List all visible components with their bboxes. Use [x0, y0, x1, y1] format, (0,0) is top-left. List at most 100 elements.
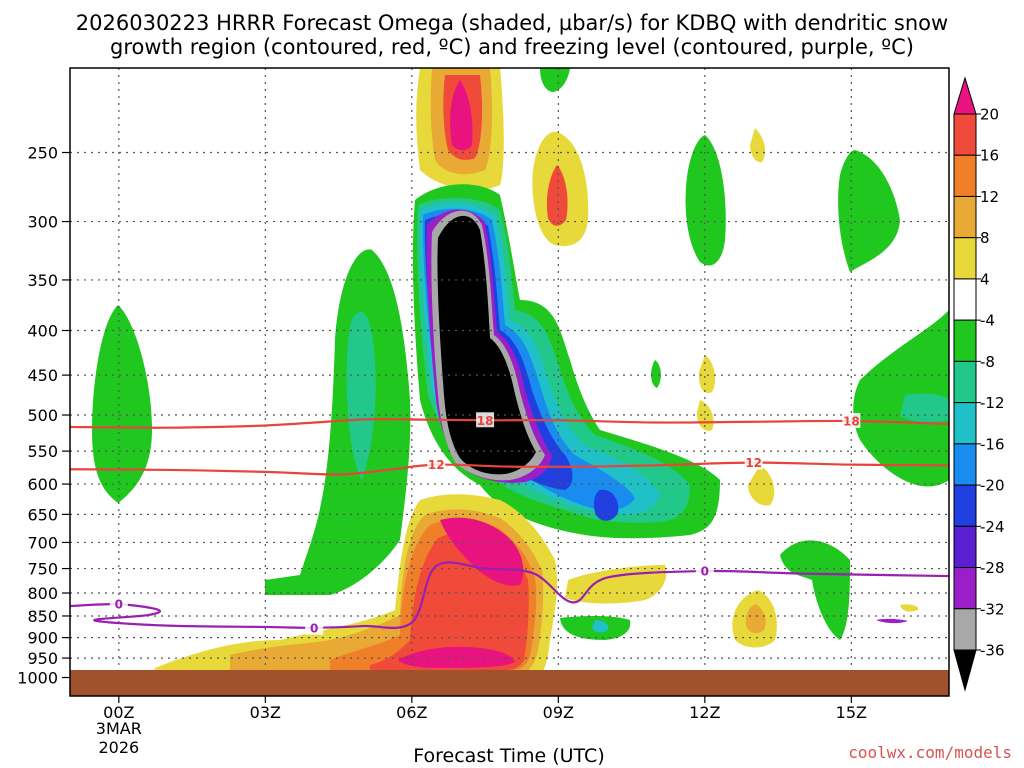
omega-region-blue-pocket	[593, 489, 619, 521]
omega-region-right-edge-green	[853, 310, 949, 487]
contour-lines: 18 18 12 12 0 0 0	[70, 412, 949, 635]
omega-region-lower-teal-1	[592, 620, 609, 633]
contour-label--12-0: 12	[428, 458, 445, 472]
colorbar-swatch-6	[953, 319, 977, 362]
colorbar-label-4: 4	[980, 270, 990, 288]
omega-region-left-green	[92, 305, 152, 503]
y-tick-label-500: 500	[27, 406, 58, 425]
colorbar-label--12: -12	[980, 394, 1005, 412]
y-tick-label-950: 950	[27, 649, 58, 668]
contour-label-bg-0-1	[305, 619, 324, 635]
x-tick-label-09Z: 09Z	[543, 703, 574, 722]
y-tick-label-700: 700	[27, 533, 58, 552]
ground-below-surface	[70, 670, 949, 696]
colorbar-label--4: -4	[980, 312, 995, 330]
contour-label-0-2: 0	[701, 565, 709, 579]
colorbar-label--20: -20	[980, 477, 1005, 495]
colorbar-swatch-12	[953, 567, 977, 610]
omega-region-mid-green	[265, 249, 411, 595]
omega-region-12z-green	[685, 135, 726, 266]
colorbar-legend: 20 16 12 8 4 -4 -8 -12 -16 -20 -24 -28 -32 -36	[953, 76, 1005, 692]
credit-text: coolwx.com/models	[848, 743, 1012, 762]
contour-label-0-1: 0	[310, 621, 318, 635]
omega-region-mid-teal	[346, 312, 376, 480]
x-tick-label-12Z: 12Z	[689, 703, 720, 722]
omega-region-upper-magenta	[450, 80, 473, 151]
y-tick-label-900: 900	[27, 629, 58, 648]
colorbar-swatch-5	[953, 278, 977, 321]
omega-region-right-edge-teal	[900, 393, 949, 423]
x-tick-label-00Z: 00Z	[103, 703, 134, 722]
chart-title-line-1: 2026030223 HRRR Forecast Omega (shaded, …	[76, 11, 948, 35]
colorbar-label--16: -16	[980, 435, 1005, 453]
y-tick-label-300: 300	[27, 213, 58, 232]
chart-title-line-2: growth region (contoured, red, ºC) and f…	[110, 35, 914, 59]
colorbar-swatch-7	[953, 360, 977, 404]
colorbar-swatch-4	[953, 237, 977, 280]
colorbar-arrow-bottom	[953, 649, 977, 692]
y-tick-label-350: 350	[27, 271, 58, 290]
contour-line-0	[70, 561, 949, 629]
y-tick-label-650: 650	[27, 505, 58, 524]
omega-region-top-green	[540, 68, 570, 92]
contour-label-bg--12-1	[744, 454, 763, 470]
omega-region-13z-yellow-small	[748, 465, 775, 506]
contour-label-bg--18-0	[476, 412, 495, 428]
colorbar-label--8: -8	[980, 353, 995, 371]
x-tick-label-03Z: 03Z	[250, 703, 281, 722]
colorbar-label-16: 16	[980, 147, 999, 165]
y-tick-label-550: 550	[27, 442, 58, 461]
y-tick-label-800: 800	[27, 584, 58, 603]
x-axis-label: Forecast Time (UTC)	[413, 745, 604, 767]
colorbar-swatch-3	[953, 195, 977, 239]
contour-label-0-0: 0	[115, 598, 123, 612]
x-date-label-day: 3MAR	[96, 719, 142, 738]
colorbar-swatch-9	[953, 443, 977, 486]
contour-label-bg-0-2	[695, 563, 714, 579]
omega-region-eye-red	[546, 165, 568, 226]
x-tick-label-15Z: 15Z	[836, 703, 867, 722]
contour-label-bg--12-0	[427, 456, 446, 472]
omega-region-small-green	[651, 360, 661, 388]
colorbar-label--24: -24	[980, 518, 1005, 536]
colorbar-swatch-10	[953, 484, 977, 527]
omega-region-lower-yellow-1	[565, 565, 667, 604]
colorbar-swatch-1	[953, 113, 977, 156]
colorbar-label--28: -28	[980, 559, 1005, 577]
omega-region-small-purple-right	[876, 618, 908, 624]
colorbar-swatch-11	[953, 525, 977, 569]
y-tick-label-450: 450	[27, 366, 58, 385]
y-tick-label-600: 600	[27, 475, 58, 494]
colorbar-label-8: 8	[980, 229, 990, 247]
y-tick-label-750: 750	[27, 560, 58, 579]
y-tick-label-400: 400	[27, 322, 58, 341]
contour-label--12-1: 12	[745, 456, 762, 470]
contour-label-bg--18-1	[842, 413, 861, 429]
x-date-label-year: 2026	[98, 738, 139, 757]
y-axis: 250 300 350 400 450 500 550 600 650 700 750 800 850 9…	[17, 144, 70, 688]
plot-area: 18 18 12 12 0 0 0	[70, 68, 949, 696]
omega-region-12z-yellow-small	[698, 355, 716, 394]
y-tick-label-850: 850	[27, 607, 58, 626]
colorbar-label-12: 12	[980, 188, 999, 206]
contour-label--18-1: 18	[843, 415, 860, 429]
colorbar-label--32: -32	[980, 600, 1005, 618]
contour-label--18-0: 18	[477, 414, 494, 428]
colorbar-swatch-13	[953, 608, 977, 651]
omega-region-low-magenta-2	[398, 646, 515, 668]
contour-line--12	[70, 461, 949, 476]
colorbar-label-20: 20	[980, 106, 999, 124]
omega-region-small-yellow-right	[900, 604, 919, 612]
omega-region-15z-green	[838, 150, 900, 272]
colorbar-arrow-top	[953, 76, 977, 115]
omega-region-13z-yellow-upper	[750, 128, 766, 163]
omega-region-14z-green	[780, 540, 850, 640]
colorbar-label--36: -36	[980, 642, 1005, 660]
contour-label-bg-0-0	[109, 596, 128, 612]
y-tick-label-1000: 1000	[17, 669, 58, 688]
y-tick-label-250: 250	[27, 144, 58, 163]
colorbar-swatch-2	[953, 154, 977, 197]
colorbar-swatch-8	[953, 402, 977, 445]
omega-region-13z-orange	[745, 604, 766, 634]
